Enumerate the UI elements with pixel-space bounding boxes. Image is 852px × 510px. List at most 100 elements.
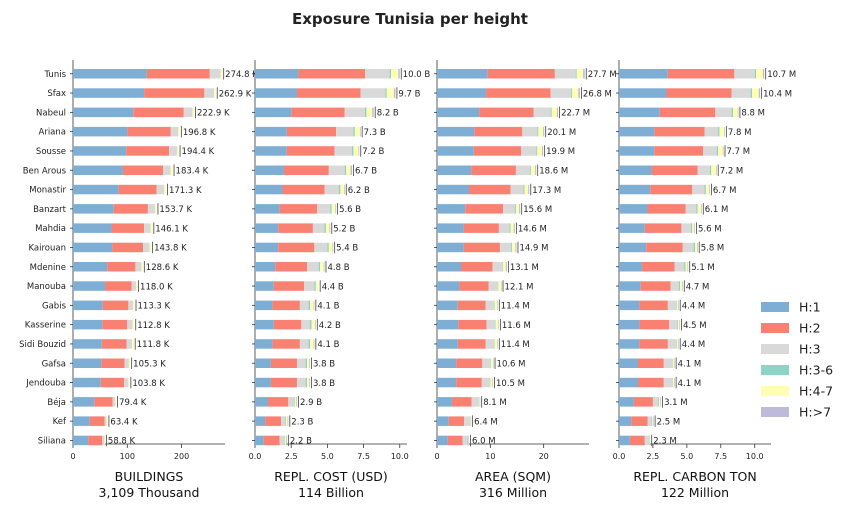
bar-segment	[521, 146, 537, 156]
value-label: 3.8 B	[313, 359, 335, 369]
bar-segment	[494, 300, 498, 311]
bar-segment	[126, 146, 170, 156]
value-label: 58.8 K	[108, 437, 136, 447]
bar-segment	[437, 242, 464, 253]
category-label: Ben Arous	[23, 166, 67, 176]
x-tick-label: 5.0	[680, 452, 693, 461]
bar-segment	[437, 223, 464, 233]
value-label: 118.0 K	[140, 282, 173, 292]
bar-segment	[652, 397, 659, 407]
category-label: Kasserine	[25, 321, 66, 331]
value-label: 26.8 M	[583, 89, 612, 99]
bar-segment	[456, 377, 482, 388]
bar-segment	[619, 204, 648, 214]
bar-segment	[268, 397, 289, 407]
bar-segment	[192, 107, 195, 118]
value-label: 5.6 B	[339, 205, 361, 215]
bar-segment	[463, 242, 500, 253]
bar-segment	[619, 300, 640, 311]
bar-segment	[619, 223, 645, 233]
bar-segment	[468, 435, 470, 446]
bar-segment	[112, 397, 116, 407]
bar-segment	[310, 319, 312, 330]
bar-segment	[619, 126, 655, 137]
bar-segment	[487, 69, 555, 79]
bar-segment	[73, 358, 102, 368]
bar-segment	[578, 88, 580, 98]
bar-segment	[554, 69, 576, 79]
value-label: 79.4 K	[119, 398, 147, 408]
bar-segment	[437, 339, 458, 349]
bar-segment	[652, 416, 654, 426]
bar-segment	[272, 339, 300, 349]
bar-segment	[73, 126, 128, 137]
bar-segment	[164, 184, 166, 195]
value-label: 20.1 M	[547, 128, 576, 138]
bar-segment	[490, 358, 493, 368]
bar-segment	[654, 146, 704, 156]
category-label: Jendouba	[25, 379, 66, 389]
bar-segment	[511, 242, 513, 253]
bar-segment	[255, 184, 283, 195]
bar-segment	[296, 88, 361, 98]
bar-segment	[291, 107, 345, 118]
value-label: 13.1 M	[510, 263, 539, 273]
x-tick-label: 10.0	[391, 452, 409, 461]
legend: H:1 H:2 H:3 H:3-6 H:4-7 H:>7	[761, 300, 833, 420]
category-label: Kairouan	[29, 243, 67, 253]
bar-segment	[73, 165, 123, 175]
bar-segment	[255, 223, 279, 233]
bar-segment	[324, 223, 326, 233]
bar-segment	[515, 165, 530, 175]
bar-segment	[697, 204, 702, 214]
value-label: 11.6 M	[502, 321, 531, 331]
bar-segment	[284, 435, 287, 446]
value-label: 5.2 B	[333, 224, 355, 234]
value-label: 6.1 M	[705, 205, 729, 215]
bar-segment	[671, 377, 673, 388]
bar-segment	[619, 377, 638, 388]
bar-segment	[469, 416, 471, 426]
bar-segment	[676, 300, 679, 311]
bar-segment	[515, 242, 517, 253]
bar-segment	[756, 69, 763, 79]
bar-segment	[471, 397, 479, 407]
bar-segment	[344, 107, 366, 118]
bar-segment	[492, 377, 494, 388]
bar-segment	[73, 146, 127, 156]
bar-segment	[102, 300, 129, 311]
bar-segment	[542, 146, 544, 156]
value-label: 8.2 B	[377, 109, 399, 119]
bar-segment	[536, 146, 538, 156]
bar-segment	[481, 377, 490, 388]
value-label: 103.8 K	[132, 379, 165, 389]
bar-segment	[479, 107, 534, 118]
bar-segment	[619, 69, 668, 79]
bar-segment	[651, 416, 653, 426]
bar-segment	[571, 88, 579, 98]
bar-segment	[286, 435, 287, 446]
bar-segment	[102, 435, 105, 446]
bar-segment	[640, 281, 671, 291]
bar-segment	[328, 165, 345, 175]
x-tick-label: 10.0	[746, 452, 764, 461]
bar-segment	[462, 435, 468, 446]
bar-segment	[281, 416, 286, 426]
bar-segment	[701, 204, 702, 214]
bar-segment	[663, 377, 672, 388]
bar-segment	[255, 281, 274, 291]
bar-segment	[437, 146, 474, 156]
bar-segment	[674, 262, 685, 272]
bar-segment	[312, 223, 325, 233]
bar-segment	[146, 69, 210, 79]
bar-segment	[667, 69, 735, 79]
bar-segment	[654, 126, 705, 137]
bar-segment	[315, 281, 319, 291]
bar-segment	[697, 165, 710, 175]
bar-segment	[288, 397, 295, 407]
bar-segment	[354, 126, 360, 137]
bar-segment	[758, 88, 761, 98]
x-axis-sublabel: 122 Million	[661, 485, 729, 500]
legend-swatch	[761, 365, 789, 375]
bar-segment	[692, 223, 695, 233]
